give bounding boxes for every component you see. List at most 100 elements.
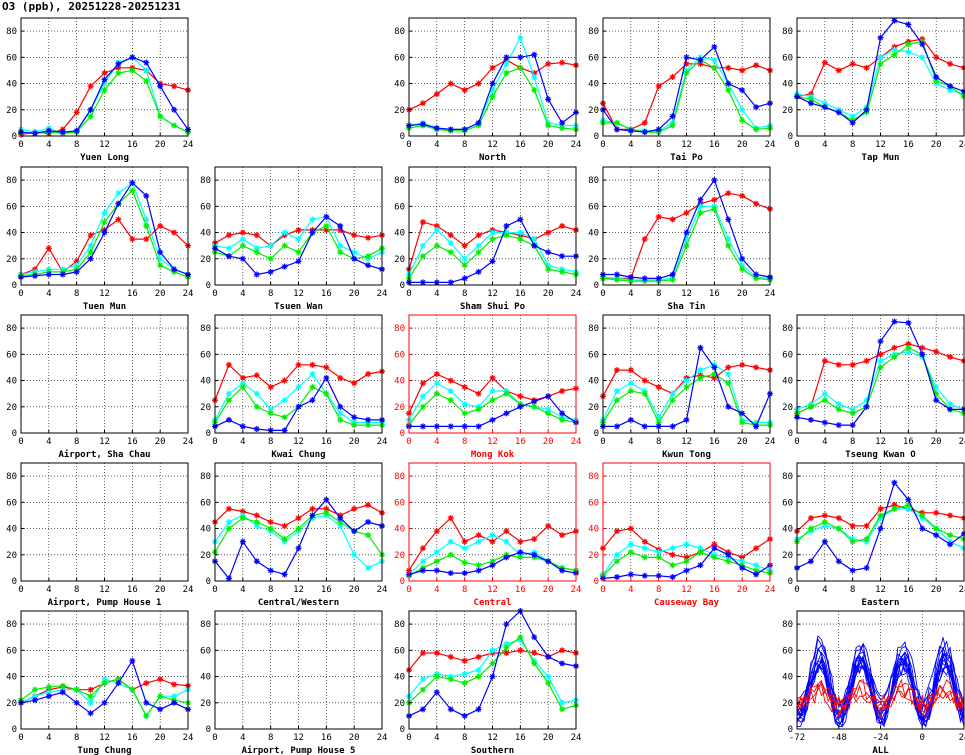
data-point-red [101, 70, 108, 77]
plot-frame [408, 17, 577, 137]
data-point-green [559, 125, 566, 132]
data-point-cyan [419, 393, 426, 400]
x-tick-label: 16 [321, 585, 332, 595]
data-point-blue [739, 410, 746, 417]
y-tick-label: 60 [394, 498, 405, 508]
y-tick-label: 60 [588, 202, 599, 212]
data-point-green [323, 223, 330, 229]
data-point-red [669, 216, 676, 223]
data-point-blue [545, 393, 552, 400]
data-point-green [87, 113, 94, 120]
data-point-red [351, 505, 358, 512]
data-point-blue [947, 406, 954, 413]
data-point-green [475, 562, 482, 569]
data-point-red [433, 371, 440, 377]
data-point-red [531, 536, 538, 543]
data-point-green [711, 64, 718, 71]
x-tick-label: 24 [571, 585, 582, 595]
x-tick-label: 4 [628, 289, 633, 299]
data-point-cyan [517, 229, 524, 236]
data-point-green [891, 505, 898, 512]
y-tick-label: 20 [588, 106, 599, 116]
x-tick-label: 8 [656, 140, 661, 150]
data-point-blue [461, 126, 468, 133]
data-point-cyan [115, 190, 122, 197]
data-point-red [725, 364, 732, 371]
series-line-red [797, 682, 964, 714]
data-point-blue [821, 419, 828, 426]
x-tick-label: 8 [656, 585, 661, 595]
data-point-blue [711, 43, 718, 50]
data-point-green [323, 509, 330, 516]
data-point-cyan [613, 551, 620, 558]
data-point-blue [545, 653, 552, 660]
data-point-red [669, 74, 676, 80]
x-tick-label: 4 [46, 733, 51, 743]
data-point-red [253, 372, 260, 379]
x-tick-label: 20 [349, 289, 360, 299]
plot-frame [408, 610, 577, 730]
data-point-green [365, 422, 372, 429]
x-tick-label: -72 [789, 733, 805, 743]
data-point-red [129, 236, 136, 243]
x-tick-label: 0 [794, 585, 799, 595]
data-point-green [171, 122, 178, 129]
data-point-green [559, 416, 566, 423]
data-point-blue [641, 572, 648, 579]
y-tick-label: 20 [200, 699, 211, 709]
y-tick-label: 60 [394, 202, 405, 212]
data-point-green [365, 532, 372, 539]
data-point-red [239, 508, 246, 515]
data-point-red [739, 361, 746, 368]
y-tick-label: 40 [782, 80, 793, 90]
station-title: Tseung Kwan O [845, 450, 916, 460]
data-point-cyan [281, 229, 288, 236]
y-tick-label: 20 [782, 403, 793, 413]
data-point-blue [669, 113, 676, 120]
x-tick-label: 12 [487, 140, 498, 150]
data-point-red [433, 528, 440, 535]
data-point-red [807, 515, 814, 522]
data-point-red [891, 344, 898, 351]
data-point-blue [171, 106, 178, 113]
series-line-blue [20, 56, 189, 135]
data-point-red [655, 83, 662, 90]
data-point-blue [101, 76, 108, 83]
series-line-cyan [20, 56, 189, 135]
x-tick-label: 16 [515, 437, 526, 447]
page-title: O3 (ppb), 20251228-20251231 [2, 0, 181, 13]
x-tick-label: 4 [434, 289, 439, 299]
y-tick-label: 20 [200, 255, 211, 265]
station-title: Tap Mun [862, 153, 900, 163]
data-point-red [933, 348, 940, 355]
y-tick-label: 0 [206, 281, 211, 291]
x-tick-label: 24 [377, 289, 388, 299]
x-tick-label: 20 [737, 140, 748, 150]
data-point-blue [365, 262, 372, 269]
x-tick-label: 8 [462, 585, 467, 595]
y-tick-label: 20 [6, 106, 17, 116]
data-point-green [433, 390, 440, 397]
data-point-green [821, 519, 828, 525]
x-tick-label: 24 [959, 437, 965, 447]
panel-kwai-chung: 0 4 8 12 16 20 24 0 20 40 60 80 Kwai Chung [200, 314, 387, 460]
x-tick-label: 12 [99, 140, 110, 150]
y-tick-label: 40 [588, 229, 599, 239]
data-point-cyan [461, 545, 468, 552]
data-point-red [531, 649, 538, 656]
y-tick-label: 40 [6, 525, 17, 535]
data-point-green [351, 422, 358, 429]
data-point-green [905, 344, 912, 351]
data-point-blue [669, 271, 676, 278]
x-tick-label: 24 [183, 585, 194, 595]
y-tick-label: 80 [394, 472, 405, 482]
data-point-blue [835, 422, 842, 429]
panel-tuen-mun: 0 4 8 12 16 20 24 0 20 40 60 80 Tuen Mun [6, 166, 193, 312]
data-point-red [489, 538, 496, 545]
data-point-green [517, 236, 524, 243]
data-point-cyan [87, 699, 94, 706]
data-point-blue [697, 56, 704, 63]
data-point-green [87, 693, 94, 700]
data-point-green [419, 403, 426, 410]
data-point-blue [627, 416, 634, 423]
